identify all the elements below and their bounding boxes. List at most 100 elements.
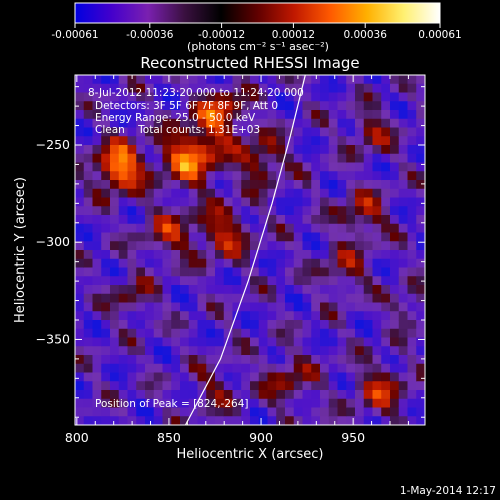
heatmap-cell — [398, 110, 409, 120]
heatmap-cell — [92, 92, 102, 102]
heatmap-cell — [101, 416, 111, 425]
plot-frame — [74, 74, 426, 426]
heatmap-cell — [206, 188, 216, 199]
heatmap-cell — [328, 241, 339, 251]
heatmap-cell — [293, 162, 304, 172]
heatmap-cell — [162, 416, 172, 425]
heatmap-cell — [241, 75, 251, 85]
heatmap-cell — [416, 232, 425, 242]
heatmap-cell — [416, 276, 425, 286]
heatmap-cell — [83, 180, 94, 190]
heatmap-cell — [127, 232, 137, 242]
heatmap-cell — [416, 92, 425, 102]
heatmap-cell — [311, 363, 321, 374]
heatmap-cell — [197, 188, 207, 199]
heatmap-cell — [311, 258, 321, 269]
heatmap-cell — [285, 320, 295, 330]
heatmap-cell — [363, 188, 374, 199]
heatmap-cell — [302, 197, 312, 207]
heatmap-cell — [232, 267, 242, 277]
heatmap-cell — [180, 390, 190, 400]
heatmap-cell — [145, 258, 155, 269]
heatmap-cell — [197, 320, 207, 330]
heatmap-cell — [372, 118, 382, 129]
heatmap-cell — [232, 337, 242, 347]
heatmap-cell — [355, 83, 365, 94]
heatmap-cell — [267, 215, 277, 225]
heatmap-cell — [83, 302, 94, 312]
heatmap-cell — [390, 197, 400, 207]
heatmap-cell — [110, 223, 120, 234]
heatmap-cell — [407, 416, 417, 425]
heatmap-cell — [197, 276, 207, 286]
heatmap-cell — [276, 398, 286, 409]
heatmap-cell — [110, 355, 120, 365]
heatmap-cell — [241, 215, 251, 225]
heatmap-cell — [83, 101, 94, 111]
heatmap-cell — [390, 390, 400, 400]
heatmap-cell — [223, 293, 234, 304]
heatmap-cell — [398, 381, 409, 391]
heatmap-cell — [206, 311, 216, 321]
heatmap-cell — [145, 215, 155, 225]
heatmap-cell — [215, 206, 225, 216]
heatmap-cell — [311, 83, 321, 94]
heatmap-cell — [188, 390, 199, 400]
heatmap-cell — [180, 188, 190, 199]
heatmap-cell — [328, 171, 339, 181]
heatmap-cell — [206, 232, 216, 242]
heatmap-cell — [92, 162, 102, 172]
heatmap-cell — [285, 223, 295, 234]
heatmap-cell — [206, 276, 216, 286]
heatmap-cell — [180, 320, 190, 330]
heatmap-cell — [337, 83, 347, 94]
heatmap-cell — [250, 75, 260, 85]
heatmap-cell — [328, 320, 339, 330]
heatmap-cell — [197, 118, 207, 129]
heatmap-cell — [346, 206, 356, 216]
heatmap-cell — [398, 101, 409, 111]
heatmap-cell — [355, 276, 365, 286]
heatmap-cell — [346, 258, 356, 269]
heatmap-cell — [258, 407, 269, 417]
heatmap-cell — [285, 162, 295, 172]
heatmap-cell — [145, 416, 155, 425]
heatmap-cell — [381, 215, 391, 225]
heatmap-cell — [250, 232, 260, 242]
heatmap-cell — [127, 381, 137, 391]
heatmap-cell — [337, 285, 347, 295]
heatmap-cell — [337, 328, 347, 339]
heatmap-cell — [75, 390, 85, 400]
heatmap-cell — [75, 215, 85, 225]
heatmap-cell — [293, 407, 304, 417]
heatmap-cell — [328, 293, 339, 304]
heatmap-cell — [372, 232, 382, 242]
heatmap-cell — [372, 390, 382, 400]
heatmap-cell — [363, 267, 374, 277]
heatmap-cell — [372, 346, 382, 356]
heatmap-cell — [215, 153, 225, 164]
heatmap-cell — [101, 145, 111, 155]
heatmap-cell — [416, 110, 425, 120]
heatmap-cell — [180, 293, 190, 304]
heatmap-cell — [180, 232, 190, 242]
heatmap-cell — [215, 407, 225, 417]
heatmap-cell — [302, 416, 312, 425]
heatmap-cell — [171, 110, 181, 120]
heatmap-cell — [197, 285, 207, 295]
heatmap-cell — [337, 118, 347, 129]
heatmap-cell — [293, 101, 304, 111]
heatmap-cell — [302, 302, 312, 312]
heatmap-cell — [171, 311, 181, 321]
heatmap-cell — [188, 276, 199, 286]
heatmap-cell — [398, 162, 409, 172]
heatmap-cell — [285, 136, 295, 146]
heatmap-cell — [136, 188, 146, 199]
heatmap-cell — [276, 232, 286, 242]
heatmap-cell — [372, 328, 382, 339]
heatmap-cell — [302, 206, 312, 216]
heatmap-cell — [355, 171, 365, 181]
heatmap-cell — [101, 407, 111, 417]
heatmap-cell — [320, 127, 330, 137]
heatmap-cell — [171, 407, 181, 417]
